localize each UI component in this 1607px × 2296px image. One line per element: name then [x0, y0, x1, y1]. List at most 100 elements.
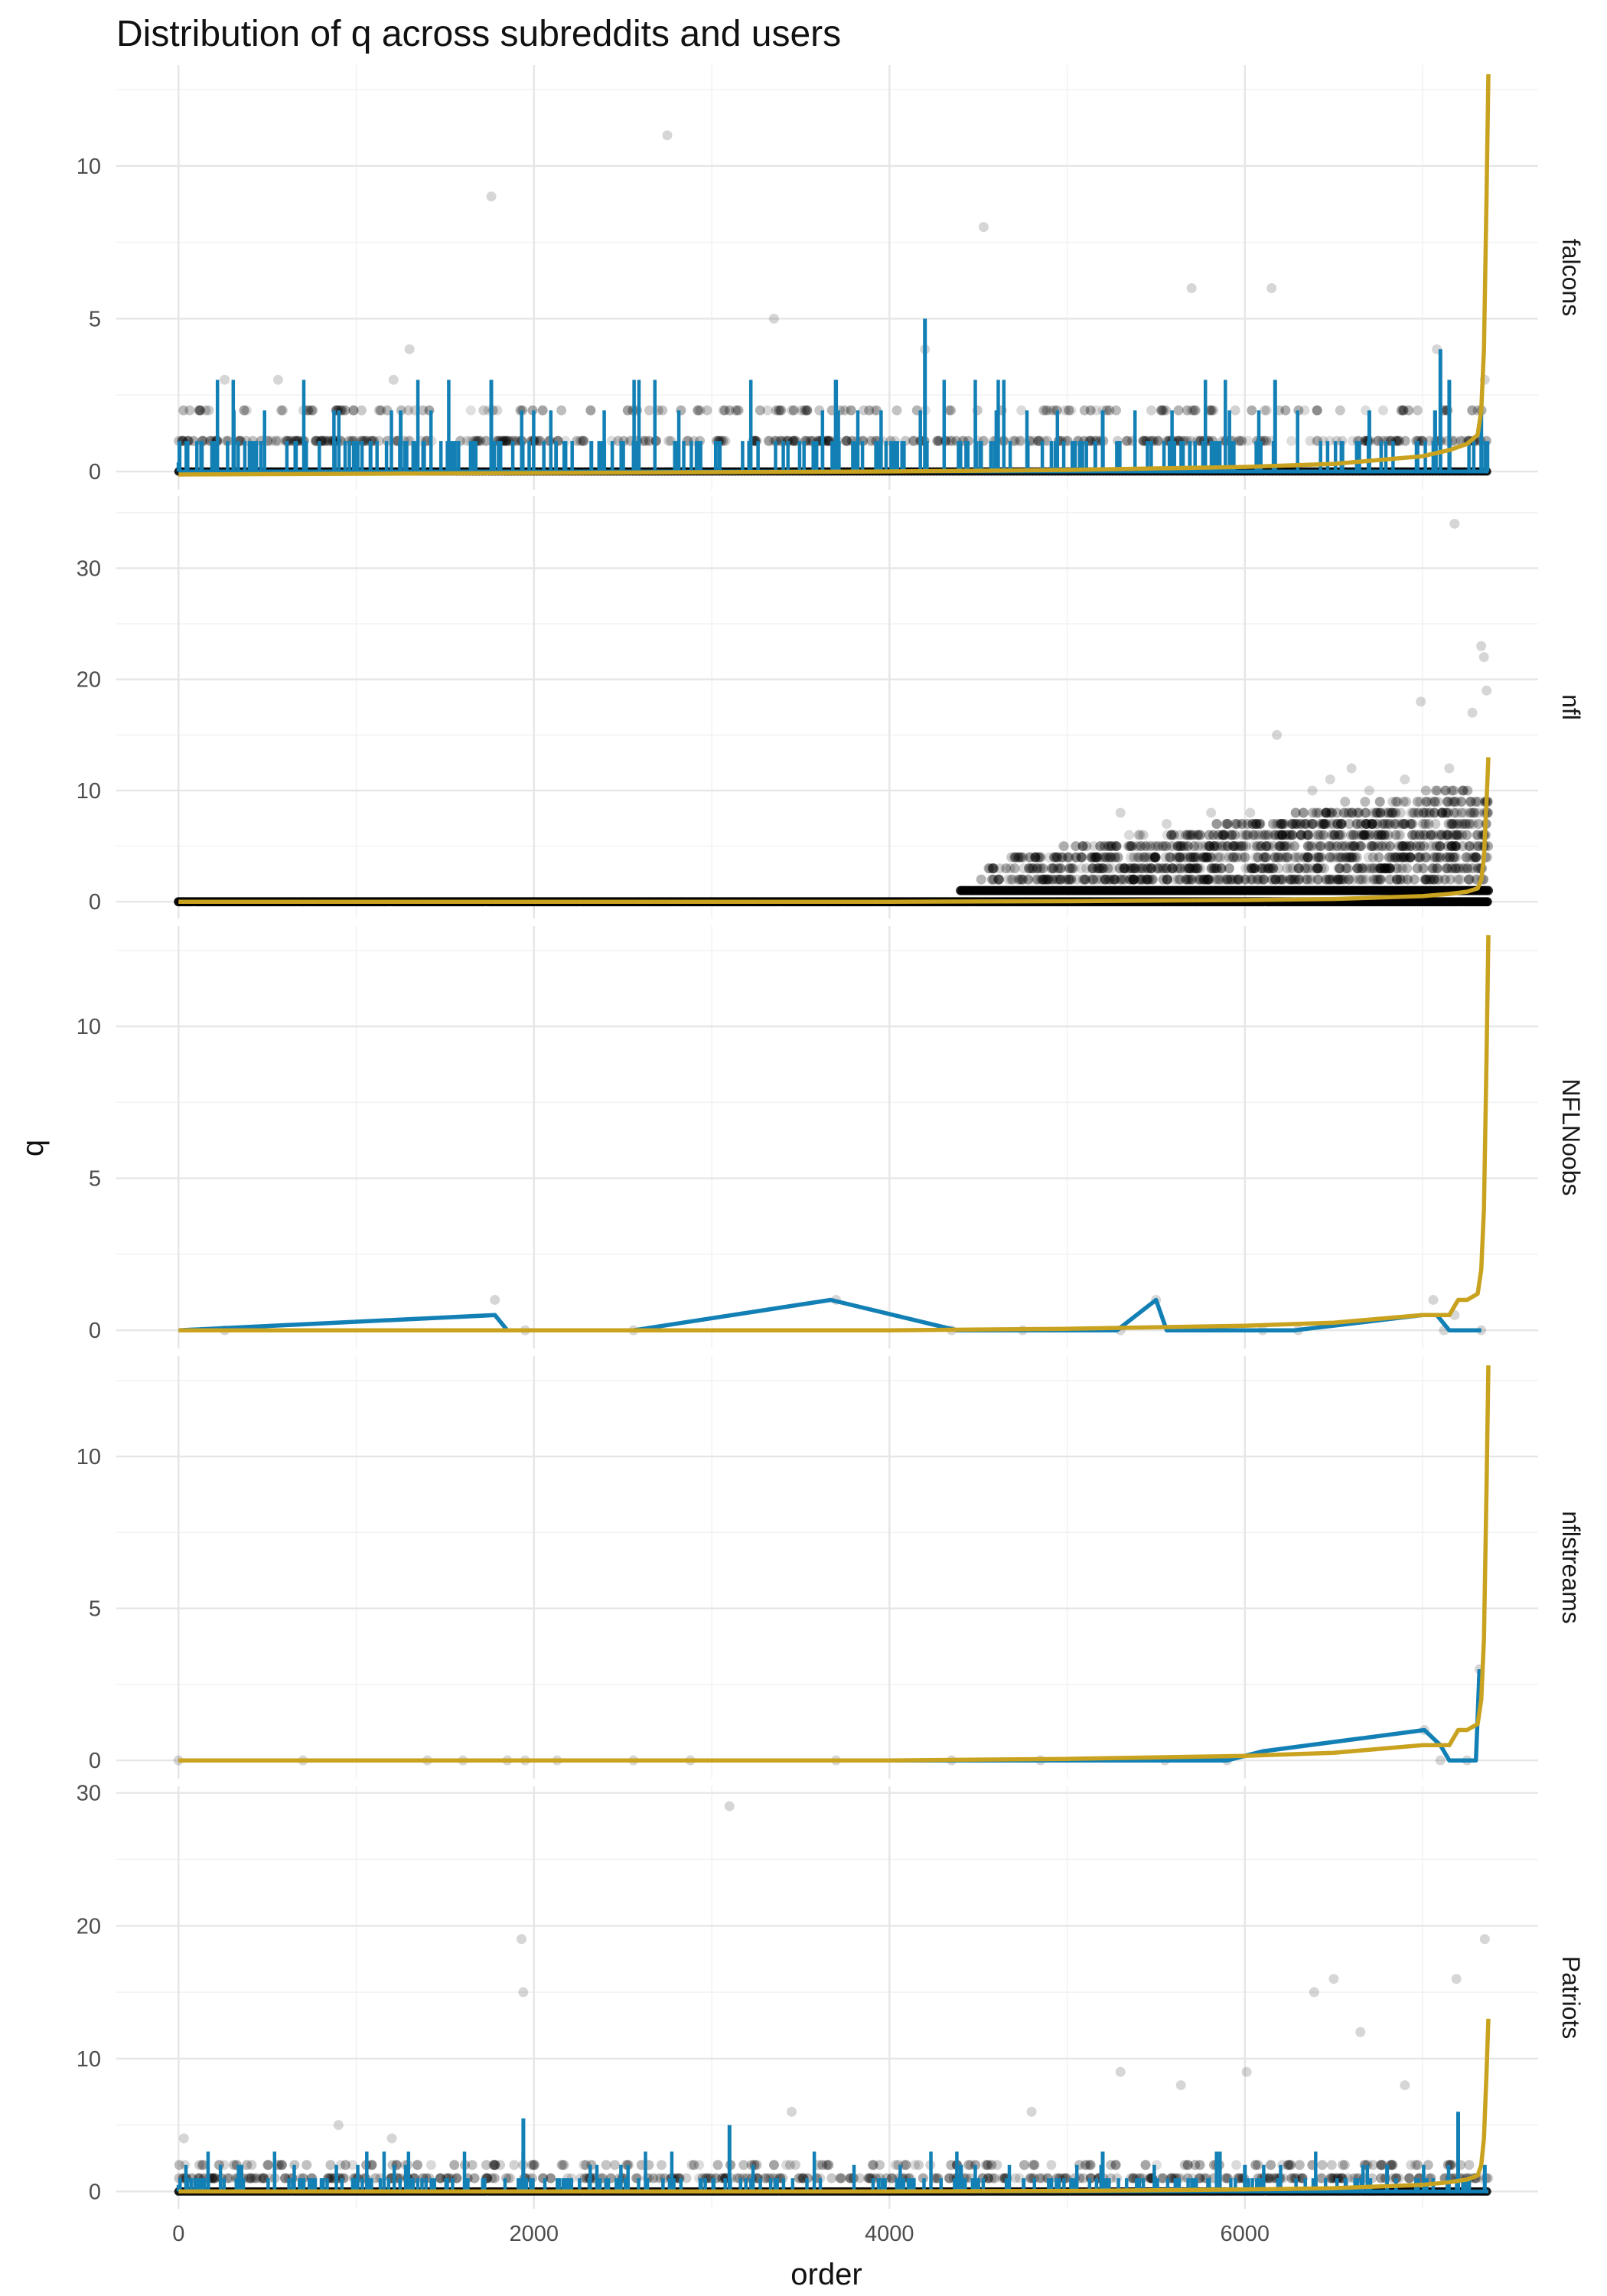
- observation-dot: [1201, 852, 1212, 863]
- observation-dot: [719, 2173, 730, 2183]
- observation-dot: [1432, 863, 1442, 874]
- observation-dot: [841, 435, 852, 446]
- observation-dot: [1198, 852, 1208, 863]
- observation-dot: [1211, 819, 1222, 830]
- observation-dot: [1358, 830, 1369, 840]
- observation-dot: [988, 863, 999, 874]
- observation-dot: [1270, 830, 1280, 840]
- observation-dot: [864, 405, 875, 416]
- observation-dot: [1216, 863, 1227, 874]
- observation-dot: [412, 2160, 422, 2170]
- observation-dot: [1398, 874, 1409, 885]
- observation-dot: [447, 2173, 458, 2183]
- observation-dot: [1483, 885, 1493, 895]
- observation-dot: [1455, 874, 1465, 885]
- observation-dot: [1317, 819, 1328, 830]
- observation-dot: [1314, 852, 1325, 863]
- observation-dot: [1167, 841, 1178, 852]
- observation-dot: [1013, 852, 1024, 863]
- observation-dot: [1162, 874, 1172, 885]
- observation-dot: [1081, 841, 1092, 852]
- observation-dot: [1104, 874, 1115, 885]
- data-point: [1400, 2080, 1410, 2091]
- observation-dot: [1106, 841, 1116, 852]
- observation-dot: [1187, 830, 1198, 840]
- observation-dot: [1335, 405, 1345, 416]
- observation-dot: [871, 405, 882, 416]
- observation-dot: [1209, 841, 1220, 852]
- observation-dot: [1318, 830, 1328, 840]
- observation-dot: [263, 2160, 274, 2170]
- observation-dot: [1332, 841, 1343, 852]
- observation-dot: [1288, 874, 1299, 885]
- observation-dot: [1433, 785, 1443, 796]
- observation-dot: [1402, 852, 1413, 863]
- observation-dot: [842, 435, 852, 446]
- observation-dot: [1086, 852, 1097, 863]
- observation-dot: [1392, 874, 1403, 885]
- observation-dot: [1277, 830, 1288, 840]
- data-point: [1186, 282, 1197, 293]
- observation-dot: [1361, 874, 1372, 885]
- observation-dot: [1397, 863, 1408, 874]
- observation-dot: [1352, 863, 1363, 874]
- y-tick-label: 10: [77, 155, 101, 179]
- observation-dot: [1133, 852, 1143, 863]
- observation-dot: [931, 2173, 942, 2183]
- observation-dot: [1280, 841, 1291, 852]
- observation-dot: [1360, 830, 1371, 840]
- observation-dot: [1385, 874, 1396, 885]
- observation-dot: [1103, 841, 1113, 852]
- observation-dot: [1345, 852, 1355, 863]
- observation-dot: [1448, 819, 1459, 830]
- observation-dot: [787, 435, 798, 446]
- observation-dot: [1423, 2160, 1433, 2170]
- observation-dot: [1417, 863, 1428, 874]
- observation-dot: [1380, 819, 1391, 830]
- observation-dot: [988, 874, 999, 885]
- observation-dot: [1064, 874, 1074, 885]
- observation-dot: [774, 405, 784, 416]
- observation-dot: [1465, 796, 1475, 807]
- observation-dot: [1348, 830, 1359, 840]
- observation-dot: [347, 2160, 358, 2170]
- observation-dot: [1053, 863, 1064, 874]
- observation-dot: [1313, 807, 1324, 818]
- observation-dot: [266, 435, 277, 446]
- observation-dot: [1076, 852, 1087, 863]
- observation-dot: [1300, 819, 1311, 830]
- observation-dot: [1185, 830, 1196, 840]
- chart-title: Distribution of q across subreddits and …: [116, 14, 841, 54]
- observation-dot: [735, 2173, 745, 2183]
- observation-dot: [1090, 852, 1100, 863]
- observation-dot: [1110, 852, 1120, 863]
- observation-dot: [1181, 874, 1191, 885]
- observation-dot: [302, 2160, 312, 2170]
- observation-dot: [1286, 819, 1297, 830]
- observation-dot: [1426, 830, 1436, 840]
- observation-dot: [863, 2173, 874, 2183]
- observation-dot: [901, 2160, 911, 2170]
- observation-dot: [1376, 830, 1387, 840]
- observation-dot: [1462, 830, 1472, 840]
- subreddit-line: [178, 1365, 1491, 1763]
- observation-dot: [1403, 2173, 1414, 2183]
- observation-dot: [1136, 874, 1146, 885]
- observation-dot: [1305, 435, 1315, 446]
- observation-dot: [993, 874, 1004, 885]
- facet-panels: 0510falcons0102030nfl0510NFLNoobs0510nfl…: [77, 65, 1585, 2209]
- observation-dot: [1048, 874, 1059, 885]
- observation-dot: [908, 435, 918, 446]
- observation-dot: [1367, 819, 1377, 830]
- observation-dot: [1204, 841, 1215, 852]
- observation-dot: [1353, 807, 1364, 818]
- observation-dot: [273, 435, 284, 446]
- observation-dot: [1270, 874, 1280, 885]
- observation-dot: [1335, 819, 1346, 830]
- observation-dot: [1335, 863, 1345, 874]
- observation-dot: [1295, 819, 1305, 830]
- observation-dot: [1066, 874, 1077, 885]
- data-point: [1400, 774, 1410, 784]
- observation-dot: [720, 435, 731, 446]
- observation-dot: [412, 2160, 423, 2170]
